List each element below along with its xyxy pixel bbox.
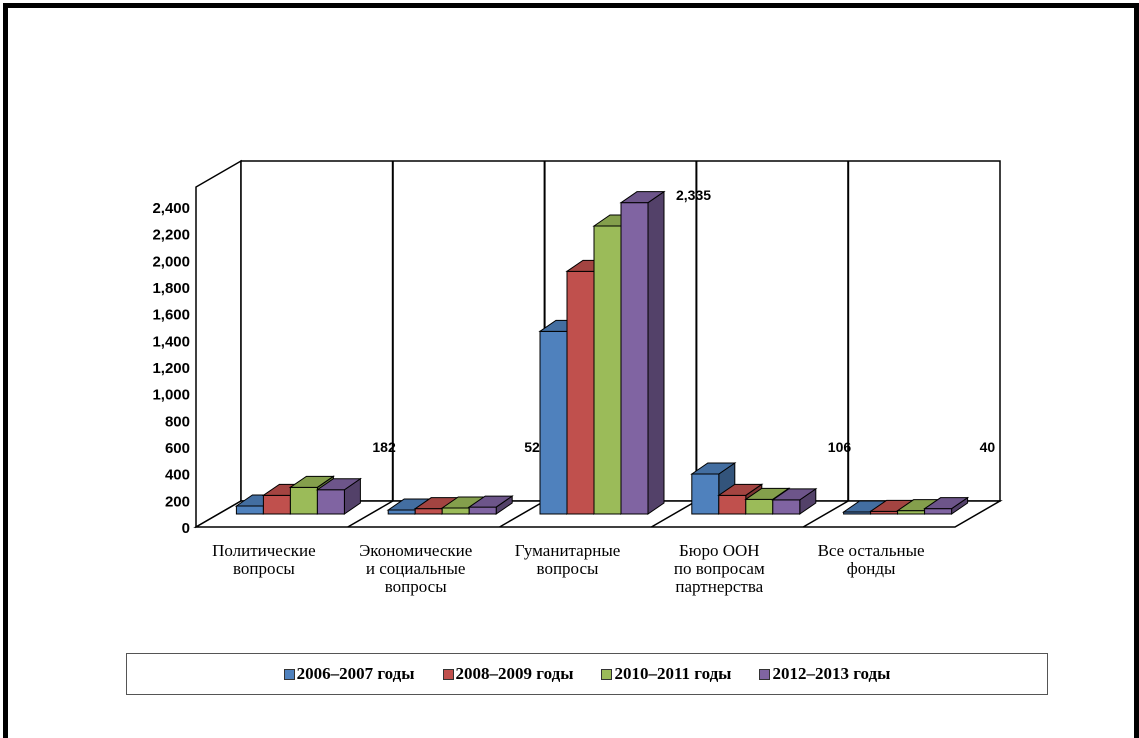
legend-item: 2010–2011 годы <box>601 664 731 684</box>
bar-top <box>619 191 666 204</box>
bar-front <box>718 494 747 515</box>
category-divider <box>651 500 697 528</box>
category-label: Гуманитарные <box>515 541 621 560</box>
bar-front <box>262 494 291 515</box>
y-tick-label: 200 <box>165 493 190 510</box>
bar-front <box>566 270 595 515</box>
y-tick-label: 1,800 <box>152 280 190 297</box>
y-tick-label: 0 <box>182 520 190 537</box>
bar-top <box>467 495 514 508</box>
category-label: партнерства <box>675 577 763 596</box>
bar-top <box>690 462 737 475</box>
category-label: вопросы <box>537 559 599 578</box>
chart-frame <box>3 3 1139 738</box>
y-tick-label: 2,000 <box>152 253 190 270</box>
bar-front <box>289 486 318 515</box>
bar <box>922 496 970 515</box>
legend-label: 2010–2011 годы <box>614 664 732 683</box>
data-label: 2,335 <box>676 187 711 203</box>
bar-top <box>744 487 791 500</box>
category-label: фонды <box>847 559 896 578</box>
bar-front <box>620 202 649 515</box>
legend-item: 2008–2009 годы <box>442 664 574 684</box>
legend-swatch <box>442 668 454 680</box>
y-tick-label: 600 <box>165 440 190 457</box>
data-label: 40 <box>980 439 996 455</box>
bar-front <box>924 508 953 515</box>
bar-side <box>647 190 665 515</box>
y-tick-label: 400 <box>165 467 190 484</box>
bar-top <box>922 497 970 510</box>
category-divider <box>802 500 849 528</box>
bar <box>771 487 818 515</box>
chart-legend: 2006–2007 годы 2008–2009 годы 2010–2011 го… <box>126 653 1048 695</box>
category-label: Бюро ООН <box>679 541 760 560</box>
bar <box>315 477 363 515</box>
bar-top <box>315 478 363 491</box>
bar-top <box>288 475 336 488</box>
bar-front <box>235 505 264 515</box>
bar-front <box>691 473 720 515</box>
data-label: 106 <box>828 439 852 455</box>
y-tick-label: 2,200 <box>152 227 190 244</box>
legend-item: 2012–2013 годы <box>759 664 890 684</box>
y-tick-label: 1,400 <box>152 333 190 350</box>
bar-top <box>717 483 764 496</box>
legend-swatch <box>283 668 295 680</box>
bar-front <box>593 225 622 515</box>
y-tick-label: 1,200 <box>152 360 190 377</box>
legend-item: 2006–2007 годы <box>283 664 415 684</box>
data-label: 182 <box>372 439 396 455</box>
bar-front <box>745 498 774 515</box>
category-divider <box>499 500 545 528</box>
category-label: Все остальные <box>818 541 925 560</box>
category-label: Политические <box>212 541 316 560</box>
bar-front <box>316 489 345 515</box>
category-label: Экономические <box>359 541 472 560</box>
legend-label: 2008–2009 годы <box>455 664 574 683</box>
legend-label: 2012–2013 годы <box>772 664 891 683</box>
data-label: 52 <box>524 439 540 455</box>
bar-front <box>772 499 801 515</box>
legend-label: 2006–2007 годы <box>296 664 415 683</box>
bar-front <box>414 508 443 515</box>
legend-swatch <box>759 668 771 680</box>
category-divider <box>347 500 394 528</box>
bar-front <box>441 507 470 515</box>
y-tick-label: 800 <box>165 413 190 430</box>
bar-front <box>539 330 568 515</box>
category-label: по вопросам <box>674 559 765 578</box>
y-tick-label: 2,400 <box>152 200 190 217</box>
bar <box>619 190 666 515</box>
category-label: и социальные <box>366 559 466 578</box>
bar-front <box>468 506 497 515</box>
y-tick-label: 1,600 <box>152 307 190 324</box>
category-label: вопросы <box>385 577 447 596</box>
legend-swatch <box>601 668 613 680</box>
bar-front <box>387 509 416 515</box>
bar-top <box>771 488 818 501</box>
y-tick-label: 1,000 <box>152 387 190 404</box>
bar <box>467 495 514 515</box>
side-wall <box>195 159 242 529</box>
category-label: вопросы <box>233 559 295 578</box>
bar-chart: 0 200 400 600 800 1,000 1,200 1,400 1,600 1,800 2,… <box>152 159 1003 596</box>
